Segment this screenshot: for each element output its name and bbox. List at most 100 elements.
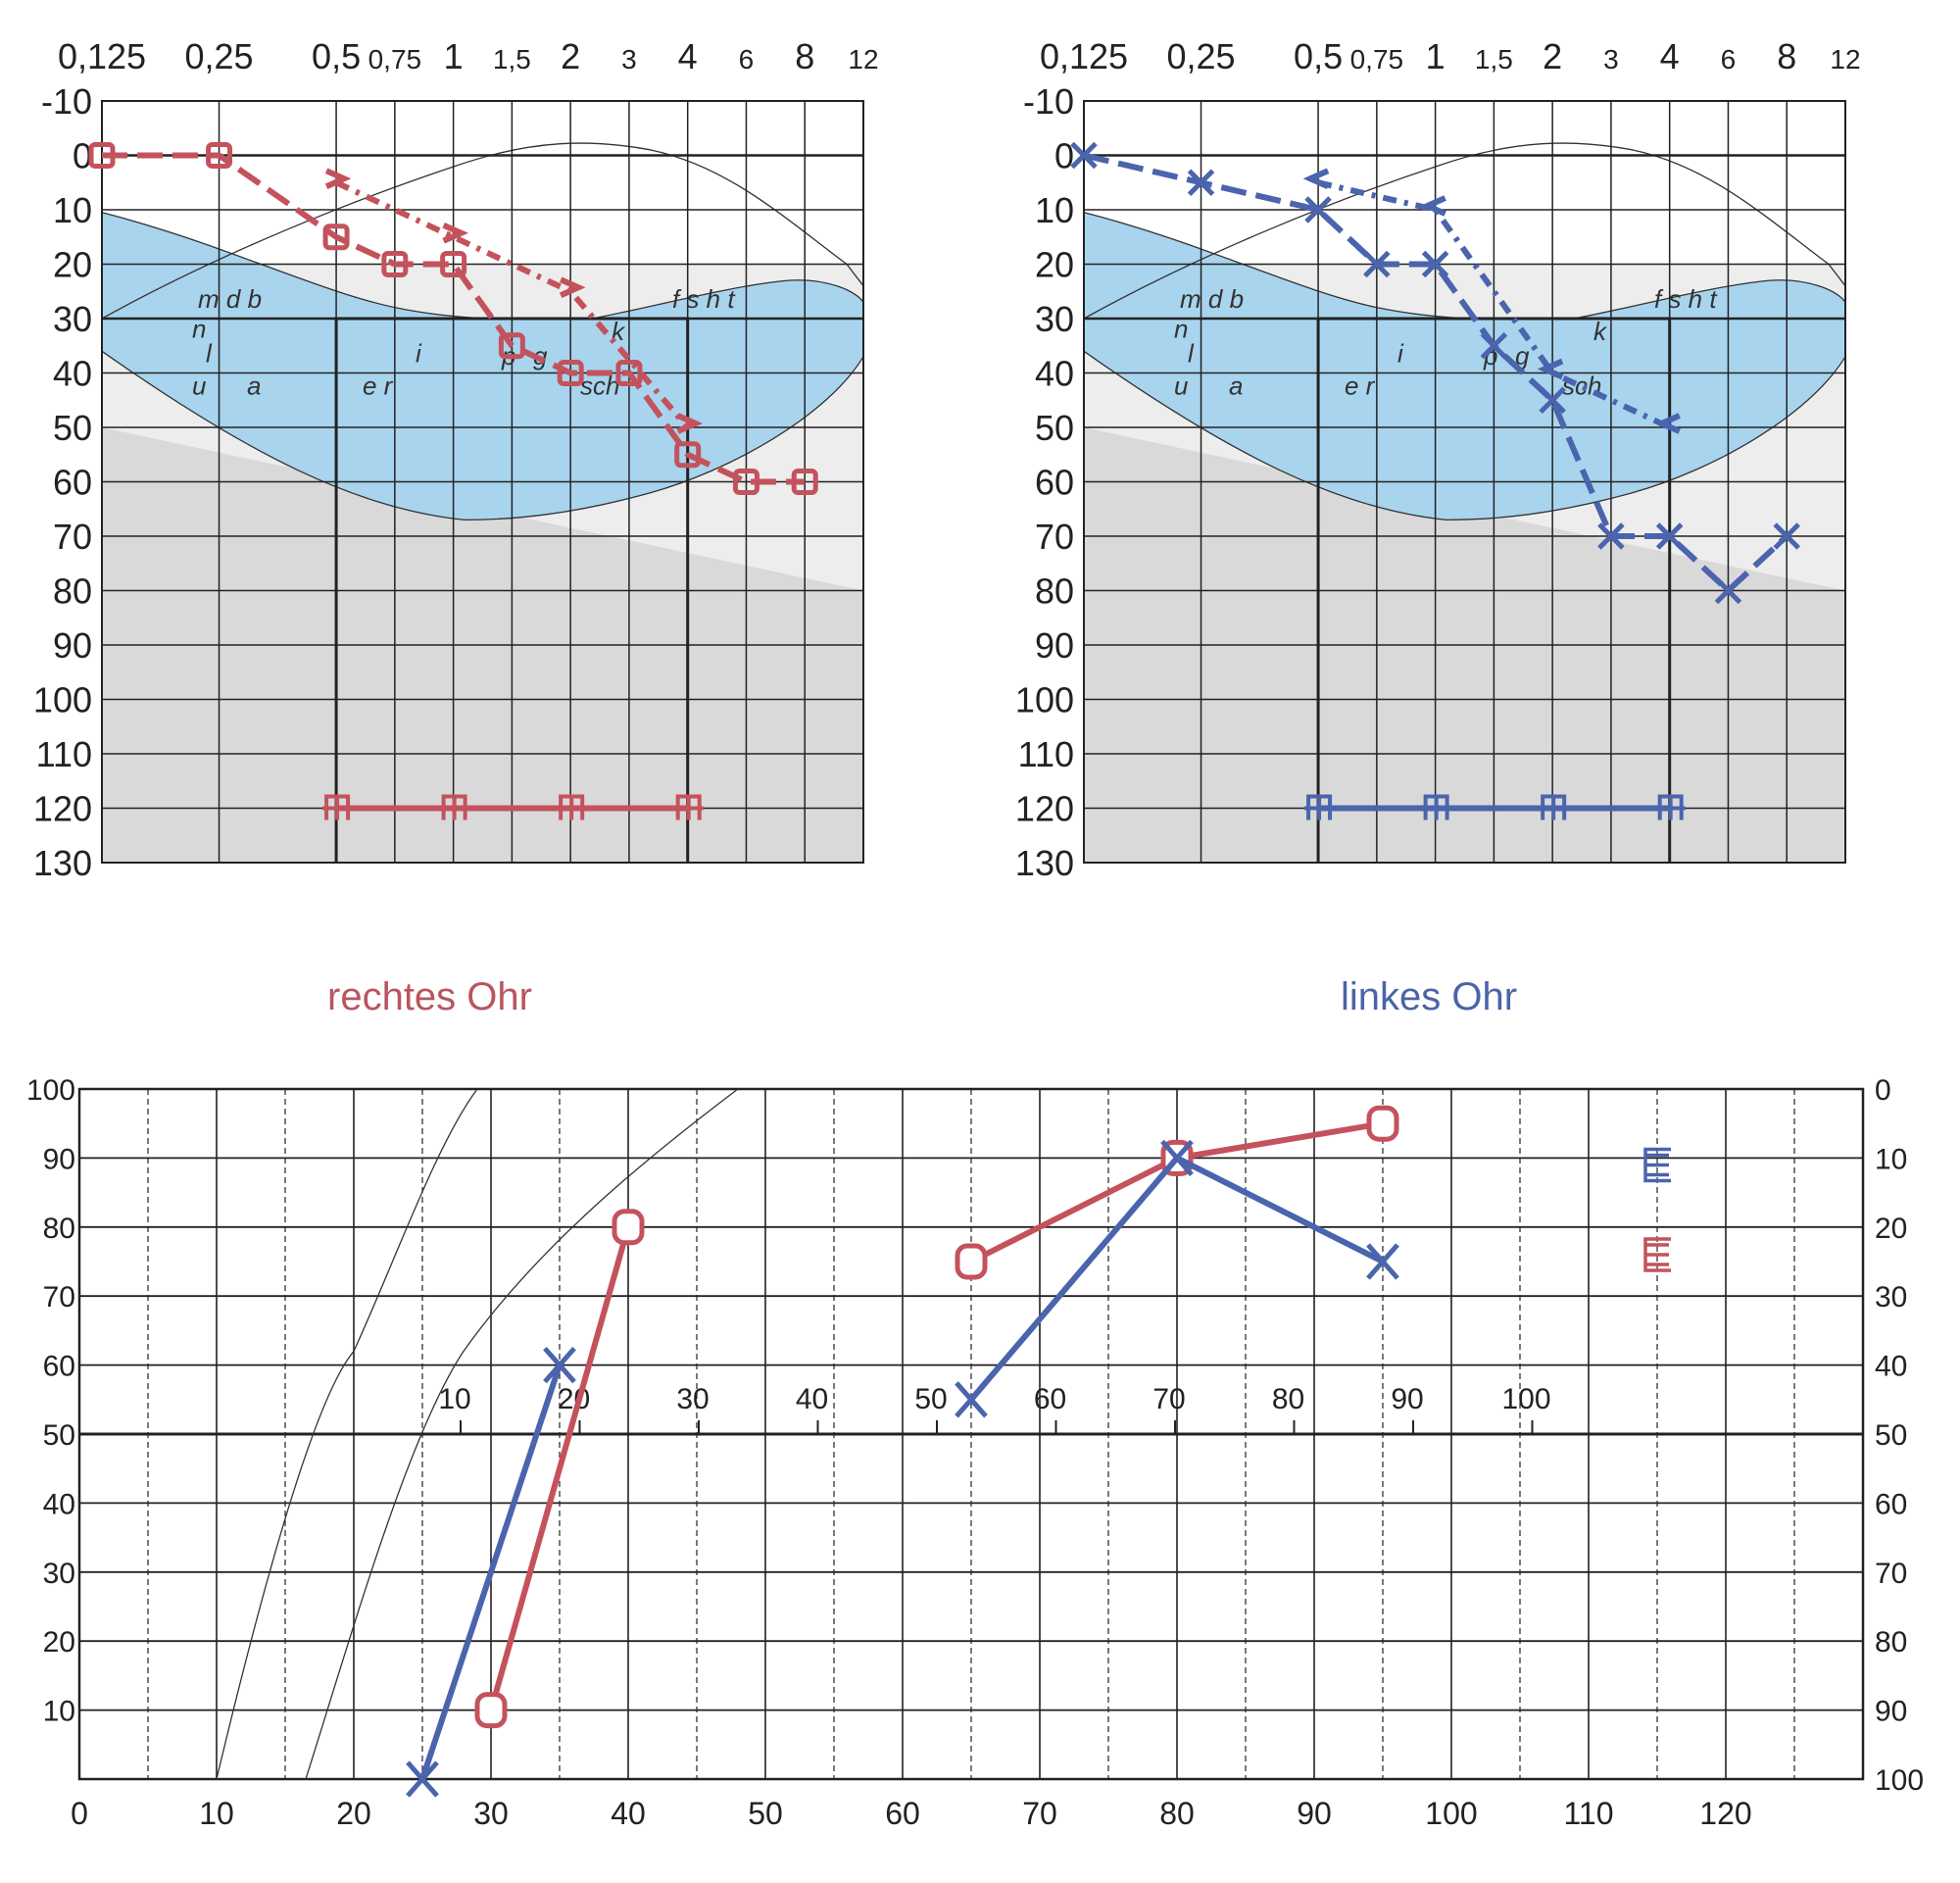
speech-banana [101, 211, 864, 521]
phoneme-label: m d b [1180, 284, 1244, 314]
air-conduction-marker [1539, 386, 1566, 415]
air-conduction-marker [322, 223, 350, 251]
air-conduction-marker [1304, 196, 1332, 223]
threshold-curve [1083, 142, 1846, 320]
y-tick-label-left: 90 [43, 1143, 75, 1175]
left-ear-speech-marker [1366, 1243, 1399, 1280]
discomfort-level-marker [557, 794, 587, 820]
y-tick-label: -10 [41, 81, 92, 122]
inner-x-tick-label: 50 [914, 1383, 947, 1415]
y-tick-label: 130 [1015, 843, 1074, 883]
tone-audiogram-right-ear: 0,125 0,25 0,5 0,75 1 1,5 2 3 4 6 8 12 -10 0 10 20 30 40 5… [33, 36, 879, 883]
inner-x-tick-label: 30 [676, 1383, 709, 1415]
y-tick-label-left: 30 [43, 1558, 75, 1590]
x-tick-label: 60 [885, 1796, 920, 1831]
bone-conduction-marker [1537, 358, 1564, 380]
left-ear-speech-marker [955, 1381, 988, 1418]
x-tick-label: 30 [473, 1796, 509, 1831]
air-conduction-marker [498, 332, 525, 360]
y-tick-label: 110 [36, 734, 92, 774]
plot-frame [77, 1087, 1865, 1781]
discomfort-level-marker [1421, 794, 1451, 820]
plot-frame [1083, 100, 1846, 864]
y-tick-label-right: 80 [1875, 1626, 1907, 1659]
x-tick-label: 80 [1159, 1796, 1195, 1831]
air-conduction-marker [440, 251, 467, 277]
x-tick-label: 70 [1022, 1796, 1057, 1831]
left-ear-speech-marker [406, 1760, 439, 1798]
y-tick-label-left: 10 [43, 1696, 75, 1728]
y-tick-label: 130 [33, 843, 92, 883]
y-tick-label-left: 100 [26, 1074, 75, 1107]
y-tick-label: 80 [53, 571, 92, 612]
inner-x-tick-label: 90 [1391, 1383, 1423, 1415]
y-tick-label-left: 50 [43, 1419, 75, 1452]
y-tick-label-left: 20 [43, 1626, 75, 1659]
speech-line-right [488, 1225, 631, 1711]
speech-banana [1083, 211, 1846, 521]
y-tick-label: 0 [73, 136, 92, 176]
y-tick-label: 50 [53, 408, 92, 448]
y-tick-label: 100 [33, 680, 92, 720]
y-tick-label: 80 [1035, 571, 1074, 612]
x-tick-label: 0,5 [312, 36, 361, 76]
air-conduction-marker [1655, 522, 1684, 550]
bone-conduction-marker [1302, 168, 1330, 189]
air-conduction-marker [1070, 141, 1098, 170]
y-tick-label: 60 [53, 463, 92, 503]
air-conduction-marker [381, 251, 409, 277]
x-tick-label: 1,5 [493, 44, 531, 74]
bone-conduction-marker [559, 276, 586, 298]
x-tick-label: 8 [1777, 36, 1796, 76]
y-tick-label: 10 [1035, 190, 1074, 230]
air-conduction-marker [557, 360, 584, 386]
air-conduction-marker [1773, 522, 1800, 550]
bone-conduction-marker [1654, 413, 1681, 434]
x-tick-label: 90 [1297, 1796, 1332, 1831]
air-conduction-marker [88, 142, 116, 169]
x-tick-label: 110 [1563, 1796, 1613, 1831]
phoneme-label: i [1397, 338, 1404, 368]
inner-x-tick-label: 10 [438, 1383, 470, 1415]
right-ear-speech-marker [474, 1692, 508, 1729]
x-tick-label: 20 [336, 1796, 371, 1831]
y-tick-label: 0 [1054, 136, 1074, 176]
x-tick-label: 120 [1699, 1796, 1751, 1831]
e-marker-left [1643, 1147, 1671, 1183]
inner-x-tick-label: 80 [1272, 1383, 1304, 1415]
phoneme-label: u [192, 372, 206, 401]
y-tick-label: 20 [53, 245, 92, 285]
air-conduction-marker [206, 142, 233, 169]
air-conduction-marker [1597, 522, 1625, 550]
phoneme-label: u [1174, 372, 1188, 401]
speech-region-box [1316, 317, 1672, 863]
speech-line-left [419, 1363, 563, 1780]
x-tick-label: 4 [678, 36, 698, 76]
air-conduction-marker [1187, 169, 1215, 197]
air-conduction-marker [1714, 576, 1742, 605]
phoneme-label: e r [363, 372, 394, 401]
y-tick-label: 40 [1035, 354, 1074, 394]
inner-x-tick-label: 100 [1501, 1383, 1550, 1415]
y-tick-label-right: 100 [1875, 1764, 1924, 1797]
x-tick-label: 1 [444, 36, 464, 76]
normal-curve-numbers [216, 1088, 478, 1780]
x-tick-label: 40 [611, 1796, 646, 1831]
y-tick-label: 120 [33, 789, 92, 829]
discomfort-level-marker [322, 794, 353, 820]
y-tick-label-left: 60 [43, 1351, 75, 1383]
discomfort-level-marker [1539, 794, 1569, 820]
left-ear-speech-marker [543, 1346, 576, 1384]
series-line-luftleitung [102, 152, 806, 485]
x-tick-label: 0,25 [184, 36, 253, 76]
x-tick-label: 1 [1426, 36, 1446, 76]
x-tick-label: 0,5 [1294, 36, 1343, 76]
e-marker-right [1643, 1237, 1671, 1272]
y-tick-label: 10 [53, 190, 92, 230]
discomfort-level-marker [1304, 794, 1335, 820]
y-tick-label: 70 [1035, 517, 1074, 557]
x-tick-label: 0,75 [368, 44, 422, 74]
y-tick-label: 40 [53, 354, 92, 394]
phoneme-label: l [206, 338, 213, 368]
y-tick-label: 30 [53, 299, 92, 339]
